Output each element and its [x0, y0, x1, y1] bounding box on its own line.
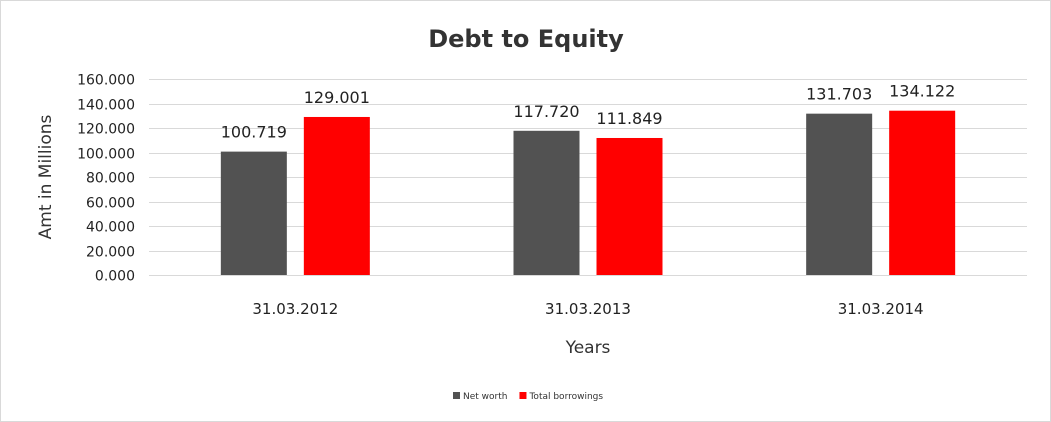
y-axis-label: Amt in Millions	[36, 114, 56, 239]
y-tick-label: 140.000	[77, 98, 135, 114]
y-tick-label: 120.000	[77, 122, 135, 138]
y-tick-label: 60.000	[86, 196, 135, 212]
x-axis-ticks: 31.03.2012 31.03.2013 31.03.2014	[252, 300, 923, 318]
legend: Net worth Total borrowings	[453, 392, 603, 402]
bar	[303, 116, 370, 275]
data-label: 100.719	[221, 123, 287, 142]
legend-swatch	[519, 392, 527, 399]
data-label: 129.001	[304, 88, 370, 107]
x-tick-label: 31.03.2012	[252, 300, 338, 318]
y-tick-label: 100.000	[77, 147, 135, 163]
x-tick-label: 31.03.2014	[838, 300, 924, 318]
data-label: 111.849	[596, 109, 662, 128]
data-label: 134.122	[889, 82, 955, 101]
gridlines	[149, 79, 1027, 276]
chart-title: Debt to Equity	[428, 25, 624, 53]
bar	[220, 151, 287, 275]
bar	[889, 110, 956, 275]
legend-label: Net worth	[463, 392, 507, 402]
x-tick-label: 31.03.2013	[545, 300, 631, 318]
y-axis-ticks: 0.000 20.000 40.000 60.000 80.000 100.000 120.…	[77, 73, 135, 285]
y-tick-label: 20.000	[86, 245, 135, 261]
legend-label: Total borrowings	[528, 392, 603, 402]
y-tick-label: 40.000	[86, 220, 135, 236]
bar	[806, 113, 873, 276]
y-tick-label: 80.000	[86, 171, 135, 187]
bars	[220, 110, 956, 276]
legend-swatch	[453, 392, 460, 399]
x-axis-label: Years	[565, 338, 611, 358]
data-label: 131.703	[806, 85, 872, 104]
y-tick-label: 0.000	[95, 269, 135, 285]
bar	[596, 137, 663, 275]
data-labels: 100.719 129.001 117.720 111.849 131.703 134.1…	[221, 82, 956, 142]
bar	[513, 130, 580, 275]
y-tick-label: 160.000	[77, 73, 135, 89]
data-label: 117.720	[513, 102, 579, 121]
